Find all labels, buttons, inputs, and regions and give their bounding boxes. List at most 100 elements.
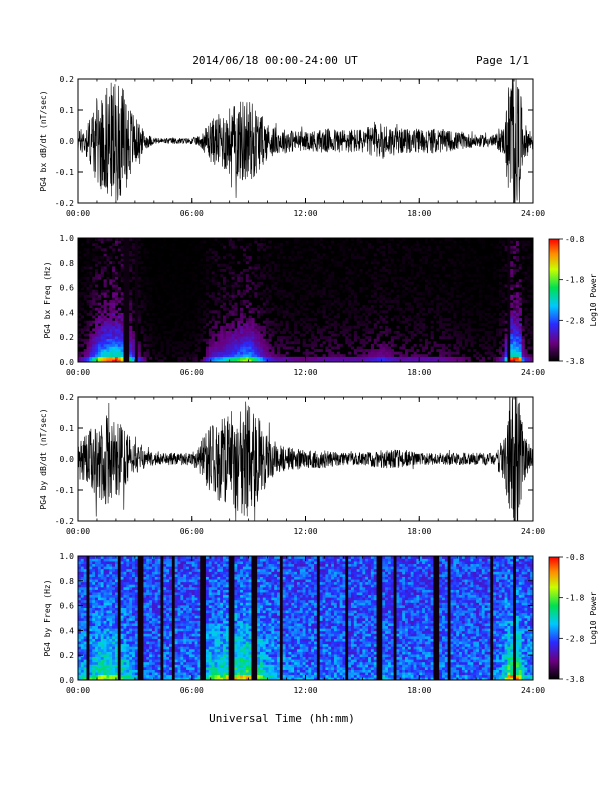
spectrogram-cell [513, 343, 517, 347]
spectrogram-cell [496, 289, 500, 293]
spectrogram-cell [439, 253, 443, 257]
spectrogram-cell [106, 625, 110, 629]
spectrogram-cell [402, 261, 406, 265]
spectrogram-cell [103, 351, 107, 355]
spectrogram-cell [95, 633, 99, 637]
spectrogram-cell [493, 356, 497, 360]
spectrogram-cell [308, 253, 312, 257]
spectrogram-cell [97, 349, 102, 352]
spectrogram-cell [510, 271, 514, 275]
spectrogram-cell [331, 250, 335, 254]
spectrogram-cell [205, 258, 210, 262]
spectrogram-cell [83, 672, 87, 676]
spectrogram-cell [163, 279, 167, 283]
spectrogram-cell [328, 300, 332, 303]
spectrogram-cell [134, 261, 139, 265]
spectrogram-cell [260, 359, 264, 363]
spectrogram-cell [200, 258, 204, 262]
spectrogram-cell [151, 250, 156, 254]
spectrogram-cell [205, 287, 210, 290]
spectrogram-cell [211, 354, 215, 358]
spectrogram-cell [359, 320, 363, 324]
spectrogram-cell [342, 302, 346, 306]
spectrogram-cell [194, 274, 198, 278]
spectrogram-cell [345, 338, 349, 342]
spectrogram-cell [114, 672, 119, 676]
spectrogram-cell [507, 310, 511, 314]
spectrogram-cell [126, 305, 130, 309]
spectrogram-cell [240, 276, 244, 280]
spectrogram-cell [407, 315, 412, 319]
spectrogram-cell [331, 338, 335, 342]
spectrogram-cell [106, 556, 110, 559]
spectrogram-cell [515, 341, 520, 345]
spectrogram-cell [368, 359, 372, 363]
spectrogram-cell [504, 297, 508, 301]
spectrogram-cell [308, 351, 312, 355]
spectrogram-cell [109, 359, 113, 363]
spectrogram-cell [436, 263, 440, 267]
spectrogram-cell [174, 302, 178, 306]
spectrogram-cell [308, 356, 312, 360]
spectrogram-cell [328, 341, 332, 345]
spectrogram-cell [242, 338, 247, 342]
spectrogram-cell [478, 302, 483, 306]
spectrogram-cell [501, 274, 505, 278]
spectrogram-cell [493, 258, 497, 262]
spectrogram-cell [203, 310, 207, 314]
spectrogram-cell [515, 333, 520, 337]
spectrogram-cell [123, 284, 127, 288]
spectrogram-cell [112, 297, 116, 301]
spectrogram-cell [302, 258, 306, 262]
spectrogram-cell [274, 248, 278, 252]
spectrogram-cell [427, 356, 431, 360]
spectrogram-cell [265, 297, 269, 301]
spectrogram-cell [95, 628, 99, 632]
spectrogram-cell [515, 338, 520, 342]
spectrogram-cell [174, 325, 178, 329]
spectrogram-cell [106, 623, 110, 627]
spectrogram-cell [405, 238, 409, 241]
spectrogram-cell [160, 245, 164, 249]
spectrogram-cell [257, 328, 261, 332]
spectrogram-cell [370, 281, 375, 285]
spectrogram-cell [373, 323, 377, 327]
spectrogram-cell [507, 305, 511, 309]
spectrogram-cell [86, 558, 90, 562]
spectrogram-cell [214, 323, 218, 327]
spectrogram-cell [237, 328, 241, 332]
spectrogram-cell [382, 258, 386, 262]
spectrogram-cell [245, 343, 249, 347]
spectrogram-cell [92, 623, 96, 627]
spectrogram-cell [498, 333, 503, 337]
spectrogram-cell [271, 351, 275, 355]
spectrogram-cell [288, 305, 292, 309]
spectrogram-cell [419, 238, 423, 241]
spectrogram-cell [356, 359, 360, 363]
spectrogram-cell [240, 349, 244, 352]
spectrogram-cell [137, 279, 141, 283]
spectrogram-cell [294, 240, 298, 244]
spectrogram-cell [86, 289, 90, 293]
spectrogram-cell [106, 636, 110, 639]
spectrogram-cell [160, 287, 164, 290]
spectrogram-cell [370, 261, 375, 265]
spectrogram-cell [385, 331, 389, 334]
spectrogram-cell [86, 649, 90, 652]
spectrogram-cell [430, 320, 434, 324]
spectrogram-cell [208, 341, 212, 345]
spectrogram-cell [507, 346, 511, 350]
spectrogram-cell [316, 238, 321, 241]
spectrogram-cell [376, 287, 380, 290]
spectrogram-cell [132, 338, 136, 342]
spectrogram-cell [95, 612, 99, 616]
spectrogram-cell [112, 349, 116, 352]
spectrogram-cell [106, 576, 110, 580]
spectrogram-cell [442, 238, 446, 241]
spectrogram-cell [419, 318, 423, 321]
spectrogram-cell [95, 258, 99, 262]
spectrogram-cell [123, 258, 127, 262]
spectrogram-cell [333, 261, 338, 265]
spectrogram-cell [510, 263, 514, 267]
spectrogram-cell [78, 245, 82, 249]
